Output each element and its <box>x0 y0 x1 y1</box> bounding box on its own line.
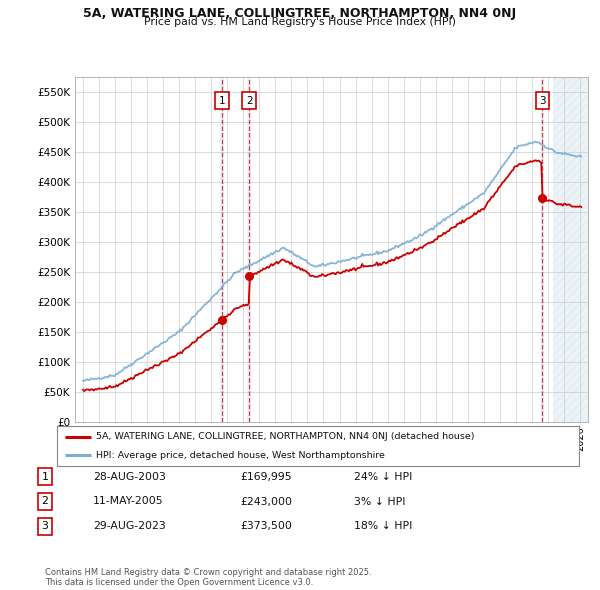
Bar <box>247 77 251 422</box>
Bar <box>553 77 588 422</box>
Text: 11-MAY-2005: 11-MAY-2005 <box>93 497 164 506</box>
Text: £373,500: £373,500 <box>240 522 292 531</box>
Text: 18% ↓ HPI: 18% ↓ HPI <box>354 522 412 531</box>
Text: 3: 3 <box>41 522 49 531</box>
Text: 3: 3 <box>539 96 546 106</box>
Text: Price paid vs. HM Land Registry's House Price Index (HPI): Price paid vs. HM Land Registry's House … <box>144 17 456 27</box>
Bar <box>220 77 224 422</box>
Text: 3% ↓ HPI: 3% ↓ HPI <box>354 497 406 506</box>
Text: 5A, WATERING LANE, COLLINGTREE, NORTHAMPTON, NN4 0NJ: 5A, WATERING LANE, COLLINGTREE, NORTHAMP… <box>83 7 517 20</box>
Text: 1: 1 <box>218 96 225 106</box>
Text: 28-AUG-2003: 28-AUG-2003 <box>93 472 166 481</box>
Text: 29-AUG-2023: 29-AUG-2023 <box>93 522 166 531</box>
Text: £169,995: £169,995 <box>240 472 292 481</box>
Text: 2: 2 <box>41 497 49 506</box>
Text: HPI: Average price, detached house, West Northamptonshire: HPI: Average price, detached house, West… <box>96 451 385 460</box>
Text: 1: 1 <box>41 472 49 481</box>
Text: Contains HM Land Registry data © Crown copyright and database right 2025.
This d: Contains HM Land Registry data © Crown c… <box>45 568 371 587</box>
Text: 24% ↓ HPI: 24% ↓ HPI <box>354 472 412 481</box>
Bar <box>541 77 544 422</box>
Text: £243,000: £243,000 <box>240 497 292 506</box>
Text: 5A, WATERING LANE, COLLINGTREE, NORTHAMPTON, NN4 0NJ (detached house): 5A, WATERING LANE, COLLINGTREE, NORTHAMP… <box>96 432 475 441</box>
Text: 2: 2 <box>246 96 253 106</box>
